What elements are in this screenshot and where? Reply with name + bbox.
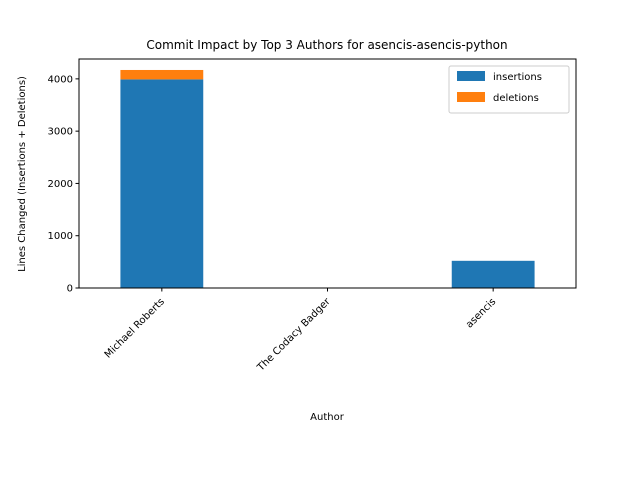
bar-deletions-0: [120, 69, 204, 80]
y-axis-label: Lines Changed (Insertions + Deletions): [17, 76, 28, 272]
x-axis-label: Author: [310, 412, 345, 423]
y-tick-label-0: 0: [67, 284, 73, 295]
bar-insertions-2: [451, 260, 535, 288]
bars-group: [120, 69, 535, 288]
legend: insertions deletions: [448, 65, 570, 114]
y-axis: 0 1000 2000 3000 4000: [48, 74, 79, 295]
legend-swatch-insertions: [457, 71, 485, 81]
bar-insertions-0: [120, 79, 204, 288]
y-tick-label-1: 1000: [48, 231, 73, 242]
y-tick-label-2: 2000: [48, 179, 73, 190]
y-tick-label-4: 4000: [48, 74, 73, 85]
chart-title: Commit Impact by Top 3 Authors for asenc…: [146, 38, 507, 52]
legend-label-insertions: insertions: [493, 72, 542, 83]
legend-label-deletions: deletions: [493, 93, 539, 104]
y-tick-label-3: 3000: [48, 127, 73, 138]
legend-swatch-deletions: [457, 92, 485, 102]
